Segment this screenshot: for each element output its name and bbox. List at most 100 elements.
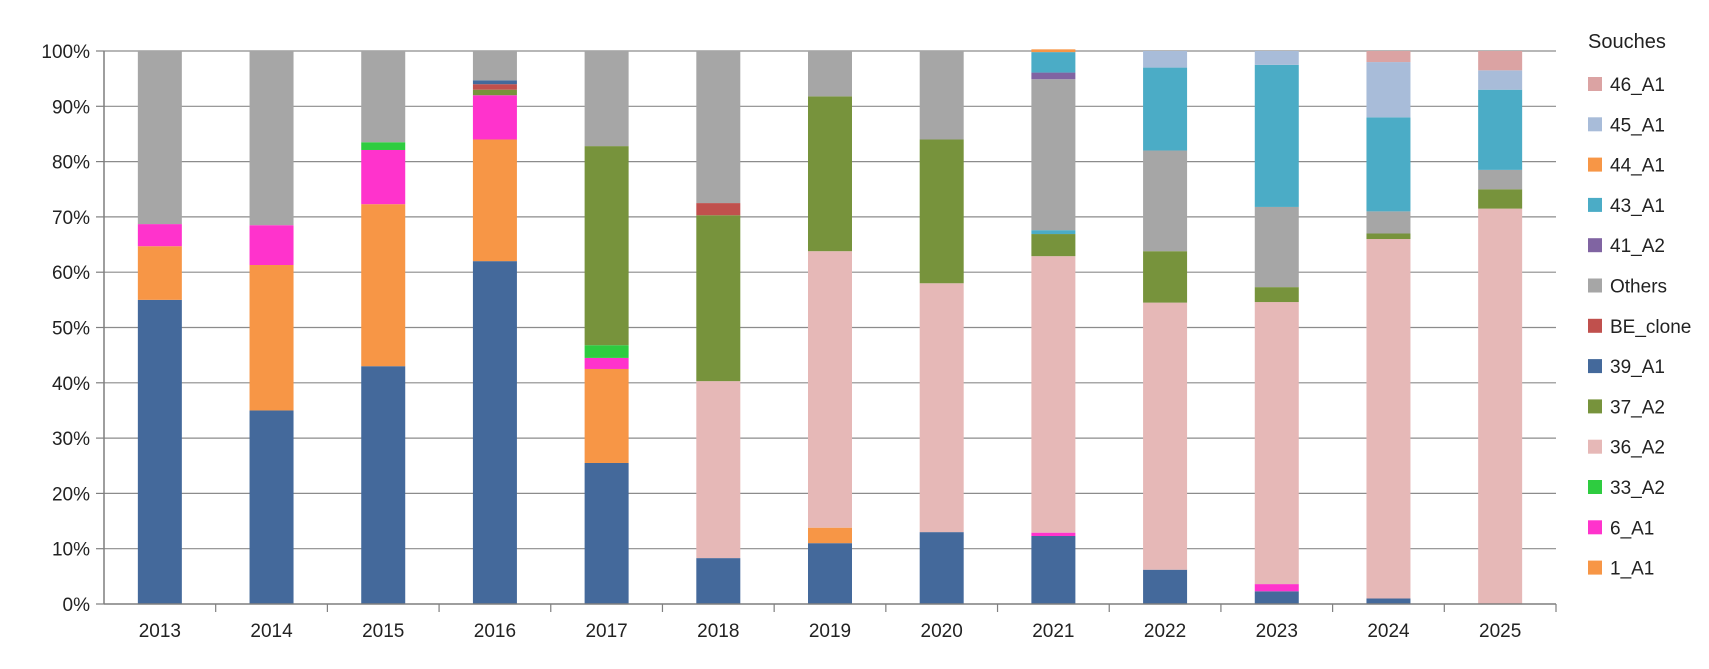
bar-segment-33_a2-2017 <box>584 345 629 358</box>
bar-segment-37_a2-2025 <box>1478 189 1523 209</box>
legend-swatch <box>1588 318 1602 333</box>
bar-segment-37_a2-2023 <box>1254 287 1299 303</box>
x-tick-label: 2018 <box>697 621 739 642</box>
bar-segment-37_a2-2017 <box>584 146 629 346</box>
y-tick-label: 100% <box>41 42 90 63</box>
legend-swatch <box>1588 117 1602 132</box>
bar-segment-6_a1-2016 <box>472 95 517 140</box>
bar-segment-37_a2-2016 <box>472 89 517 96</box>
y-tick-label: 10% <box>52 540 90 561</box>
legend-swatch <box>1588 560 1602 575</box>
bar-segment-44_a1-2014 <box>249 265 294 411</box>
legend-title: Souches <box>1588 31 1666 53</box>
y-tick-label: 30% <box>52 429 90 450</box>
bar-segment-37_a2-2019 <box>808 96 852 252</box>
legend-swatch <box>1588 399 1602 414</box>
bar-segment-44_a1-2017 <box>584 368 629 463</box>
y-tick-label: 50% <box>52 319 90 340</box>
bar-segment-6_a1-2023 <box>1254 584 1299 592</box>
bar-segment-44_a1-2015 <box>361 204 406 367</box>
legend-swatch <box>1588 77 1602 91</box>
bar-segment-39_a1-2015 <box>361 366 406 604</box>
legend-swatch <box>1588 197 1602 212</box>
x-tick-label: 2025 <box>1479 621 1521 642</box>
bar-segment-39_a1-2016 <box>472 261 517 604</box>
legend-swatch <box>1588 439 1602 454</box>
legend-swatch <box>1588 520 1602 535</box>
bar-segment-39_a1-2022 <box>1143 569 1188 604</box>
bar-segment-others-2015 <box>361 51 406 143</box>
bar-segment-37_a2-2021 <box>1031 234 1076 257</box>
bar-segment-39_a1-2016 <box>472 80 517 85</box>
legend-label: 37_A2 <box>1610 397 1665 418</box>
legend-swatch <box>1588 278 1602 293</box>
bar-segment-others-2020 <box>919 51 964 140</box>
bar-segment-others-2019 <box>808 51 852 97</box>
bar-segments <box>137 49 1523 605</box>
bar-segment-be_clone-2018 <box>696 203 741 216</box>
bar-segment-others-2024 <box>1366 211 1411 234</box>
bar-segment-others-2025 <box>1478 169 1523 190</box>
y-tick-label: 60% <box>52 263 90 284</box>
x-tick-label: 2020 <box>921 621 963 642</box>
legend-label: 1_A1 <box>1610 559 1654 580</box>
x-tick-label: 2016 <box>474 621 516 642</box>
x-tick-label: 2021 <box>1032 621 1074 642</box>
bar-segment-others-2023 <box>1254 206 1299 288</box>
bar-segment-others-2013 <box>137 51 182 225</box>
y-tick-label: 40% <box>52 374 90 395</box>
bar-segment-39_a1-2017 <box>584 462 629 604</box>
bar-segment-44_a1-2016 <box>472 139 517 262</box>
bar-segment-6_a1-2017 <box>584 357 629 369</box>
legend-label: BE_clone <box>1610 317 1691 338</box>
x-tick-label: 2013 <box>139 621 181 642</box>
legend-swatch <box>1588 157 1602 172</box>
bar-segment-39_a1-2020 <box>919 532 964 604</box>
y-tick-label: 0% <box>63 595 91 616</box>
bar-segment-39_a1-2023 <box>1254 591 1299 604</box>
y-tick-label: 20% <box>52 484 90 505</box>
bar-segment-36_a2-2023 <box>1254 302 1299 585</box>
legend-label: 39_A1 <box>1610 357 1665 378</box>
bar-segment-41_a2-2021 <box>1031 72 1076 80</box>
legend-label: 41_A2 <box>1610 236 1665 257</box>
bar-segment-37_a2-2020 <box>919 139 964 284</box>
bar-segment-6_a1-2013 <box>137 224 182 247</box>
bar-segment-36_a2-2019 <box>808 251 852 528</box>
y-tick-label: 80% <box>52 153 90 174</box>
bar-segment-44_a1-2013 <box>137 246 182 300</box>
x-tick-label: 2019 <box>809 621 851 642</box>
x-tick-label: 2024 <box>1367 621 1410 642</box>
bar-segment-others-2014 <box>249 51 294 226</box>
x-tick-label: 2023 <box>1256 621 1298 642</box>
legend-label: 6_A1 <box>1610 518 1654 539</box>
y-tick-label: 70% <box>52 208 90 229</box>
bar-segment-45_a1-2022 <box>1143 51 1188 68</box>
x-tick-label: 2014 <box>250 621 293 642</box>
bar-segment-others-2018 <box>696 51 741 204</box>
bar-segment-43_a1-2025 <box>1478 89 1523 170</box>
bar-segment-others-2016 <box>472 51 517 81</box>
axes: 0% 10% 20% 30% 40% 50% 60% 70% 80% 90% 100% 2013 201… <box>41 42 1557 642</box>
legend-label: 44_A1 <box>1610 156 1665 177</box>
bar-segment-39_a1-2018 <box>696 558 741 604</box>
bar-segment-36_a2-2024 <box>1366 239 1411 599</box>
legend-label: Others <box>1610 277 1667 298</box>
bar-segment-43_a1-2021 <box>1031 230 1076 235</box>
bar-segment-36_a2-2025 <box>1478 208 1523 605</box>
bar-segment-be_clone-2016 <box>472 84 517 90</box>
bar-segment-6_a1-2015 <box>361 149 406 205</box>
bar-segment-6_a1-2021 <box>1031 532 1076 536</box>
bar-segment-33_a2-2015 <box>361 142 406 150</box>
legend-swatch <box>1588 480 1602 494</box>
bar-segment-36_a2-2020 <box>919 283 964 533</box>
bar-segment-46_a1-2024 <box>1366 51 1411 63</box>
bar-segment-others-2022 <box>1143 150 1188 252</box>
bar-segment-39_a1-2024 <box>1366 598 1411 604</box>
bar-segment-37_a2-2018 <box>696 215 741 382</box>
x-tick-label: 2022 <box>1144 621 1186 642</box>
bar-segment-45_a1-2025 <box>1478 70 1523 90</box>
x-tick-label: 2015 <box>362 621 404 642</box>
bar-segment-43_a1-2024 <box>1366 117 1411 212</box>
